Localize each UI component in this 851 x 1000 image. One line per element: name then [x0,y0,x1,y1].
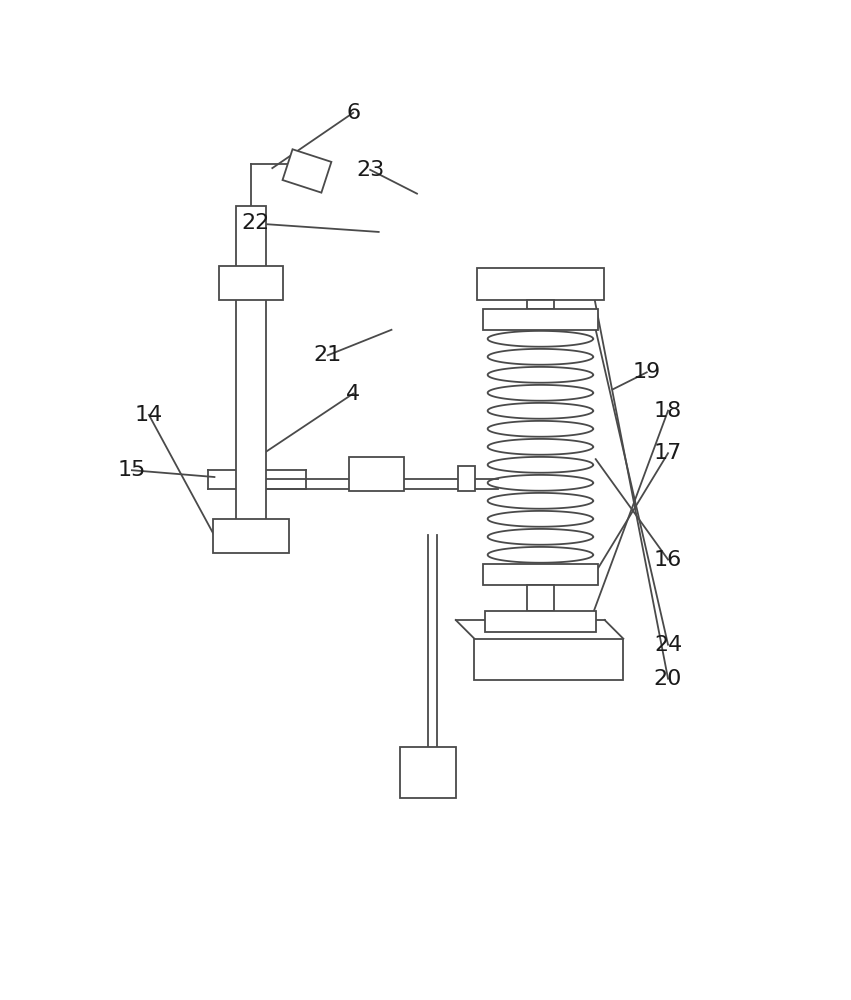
Bar [527,300,554,309]
Text: 15: 15 [117,460,146,480]
Bar [213,519,289,553]
Bar [483,564,597,585]
Bar [401,747,456,798]
Text: 17: 17 [654,443,683,463]
Bar [349,457,404,491]
Bar [483,309,597,330]
Bar [475,639,623,680]
Text: 24: 24 [654,635,683,655]
Text: 4: 4 [346,384,360,404]
Text: 22: 22 [241,213,270,233]
Text: 23: 23 [356,160,385,180]
Bar [458,466,475,491]
Text: 16: 16 [654,550,683,570]
Text: 21: 21 [313,345,342,365]
Text: 19: 19 [632,362,661,382]
Text: 6: 6 [346,103,360,123]
Bar [527,585,554,611]
Polygon shape [283,149,331,193]
Bar [477,268,604,300]
Bar [220,266,283,300]
Bar [236,206,266,551]
Text: 20: 20 [654,669,683,689]
Bar [485,611,596,632]
Text: 14: 14 [134,405,163,425]
Text: 18: 18 [654,401,683,421]
